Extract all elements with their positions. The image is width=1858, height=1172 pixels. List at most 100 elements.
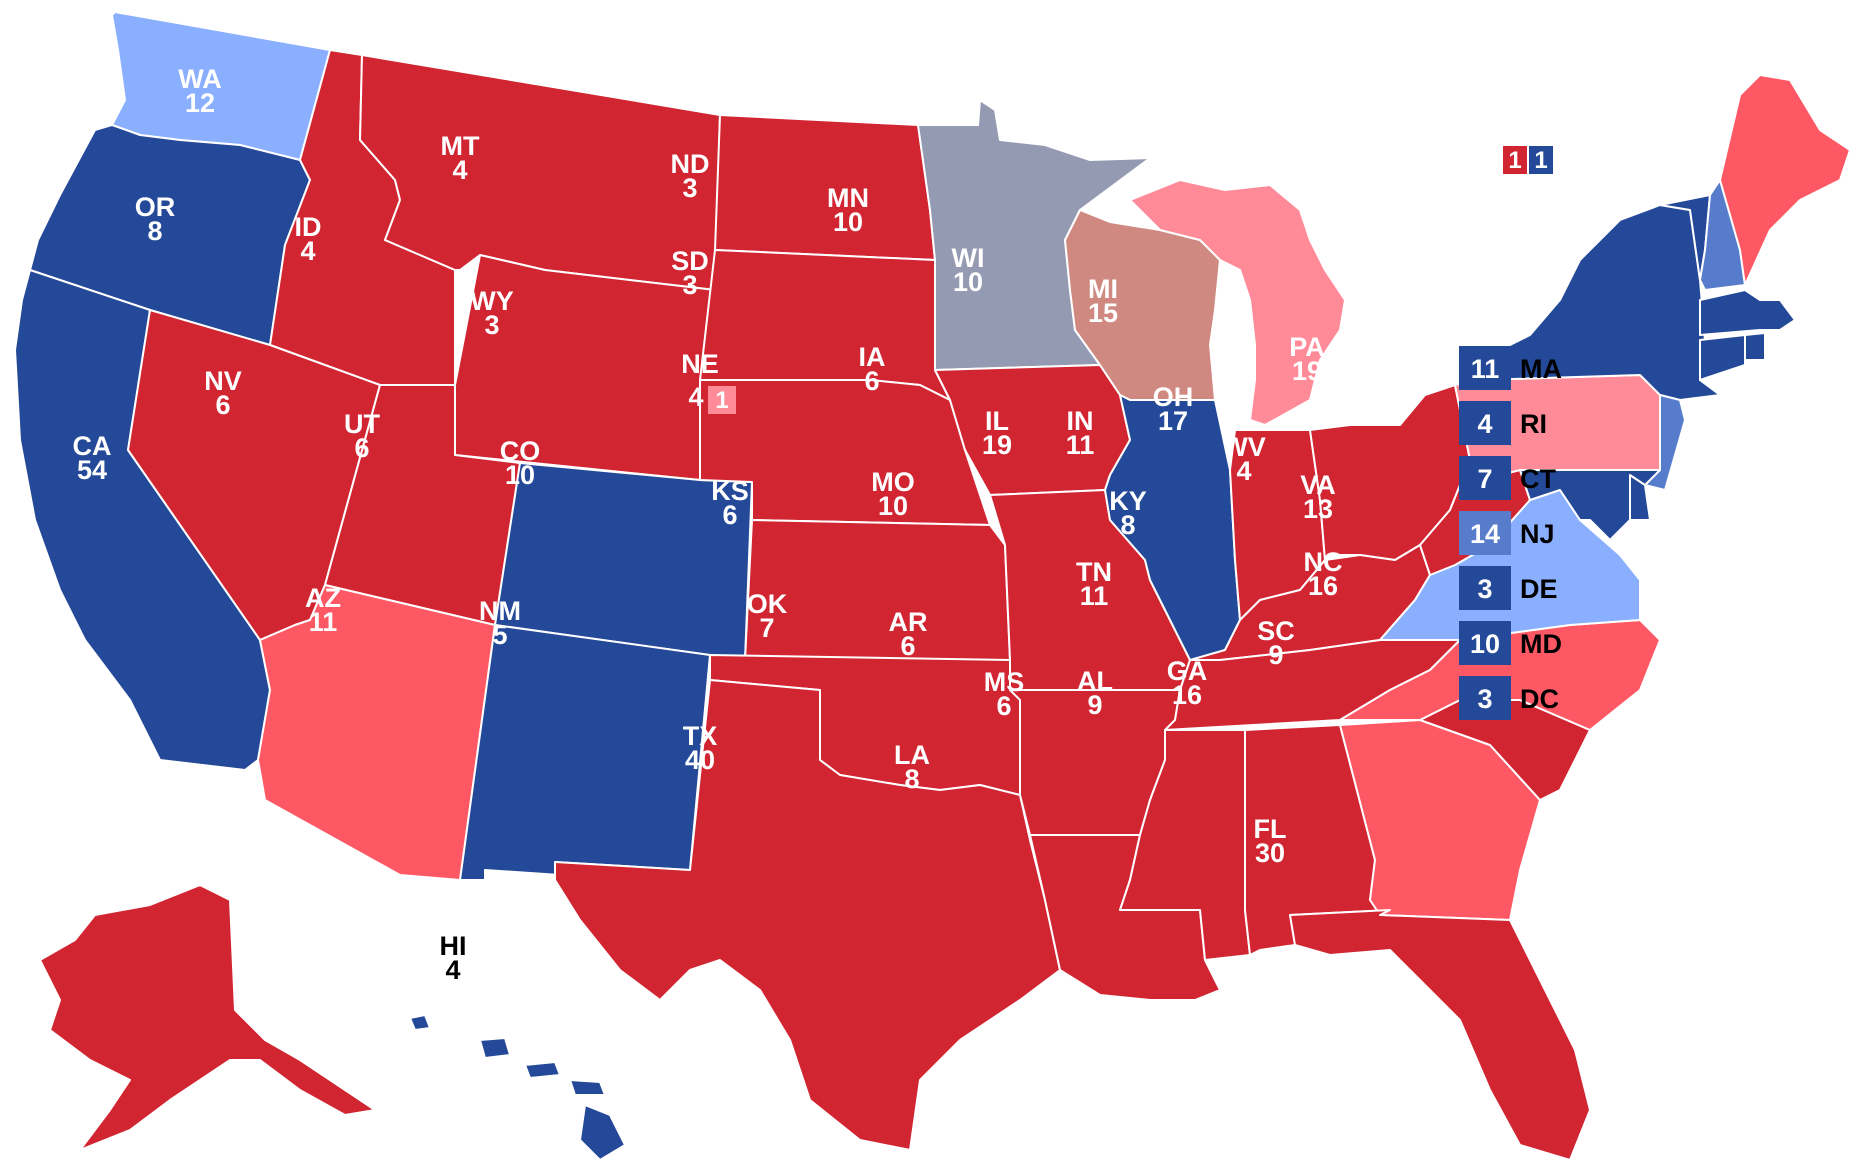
state-WI[interactable] bbox=[1064, 209, 1221, 401]
label-mo-abbr: MO bbox=[871, 467, 915, 497]
label-vt-ev: 3 bbox=[1415, 235, 1430, 265]
label-nd-ev: 3 bbox=[682, 173, 697, 203]
legend-item-de[interactable]: 3 DE bbox=[1459, 566, 1558, 610]
label-ca-ev: 54 bbox=[77, 455, 107, 485]
legend-abbr-ri: RI bbox=[1520, 409, 1547, 439]
label-la-abbr: LA bbox=[894, 740, 930, 770]
state-NY[interactable] bbox=[1479, 204, 1721, 401]
legend-box-ma[interactable] bbox=[1459, 346, 1511, 390]
state-SD[interactable] bbox=[699, 249, 951, 401]
label-az-abbr: AZ bbox=[305, 583, 341, 613]
label-id-ev: 4 bbox=[300, 236, 315, 266]
legend-box-dc[interactable] bbox=[1459, 676, 1511, 720]
label-ok-ev: 7 bbox=[759, 613, 774, 643]
legend-item-md[interactable]: 10 MD bbox=[1459, 621, 1562, 665]
label-ga-ev: 16 bbox=[1172, 680, 1202, 710]
label-tn-abbr: TN bbox=[1076, 557, 1112, 587]
label-ar-abbr: AR bbox=[889, 607, 928, 637]
legend-box-md[interactable] bbox=[1459, 621, 1511, 665]
label-nh-abbr: NH bbox=[1436, 214, 1475, 244]
label-va-abbr: VA bbox=[1300, 470, 1336, 500]
label-ks-ev: 6 bbox=[722, 500, 737, 530]
label-wv-ev: 4 bbox=[1236, 456, 1251, 486]
state-CT[interactable] bbox=[1699, 334, 1746, 381]
label-ca-abbr: CA bbox=[73, 431, 112, 461]
legend-item-dc[interactable]: 3 DC bbox=[1459, 676, 1559, 720]
state-ND[interactable] bbox=[714, 114, 936, 261]
legend-box-de[interactable] bbox=[1459, 566, 1511, 610]
label-fl-ev: 30 bbox=[1255, 838, 1285, 868]
label-pa-abbr: PA bbox=[1289, 332, 1325, 362]
state-labels: WA12OR8CA54ID4NV6MT4WY3UT6AZ11CO10NM5ND3… bbox=[73, 64, 1553, 985]
state-HI[interactable] bbox=[409, 1014, 626, 1161]
label-sc-abbr: SC bbox=[1257, 616, 1295, 646]
state-RI[interactable] bbox=[1744, 332, 1766, 361]
label-oh-ev: 17 bbox=[1158, 406, 1188, 436]
label-al-ev: 9 bbox=[1087, 690, 1102, 720]
label-wy-ev: 3 bbox=[484, 310, 499, 340]
legend-item-ct[interactable]: 7 CT bbox=[1459, 456, 1556, 500]
legend-item-ri[interactable]: 4 RI bbox=[1459, 401, 1547, 445]
me-district2-box[interactable] bbox=[1529, 146, 1553, 174]
ne-district-box[interactable] bbox=[708, 386, 736, 414]
label-ny-abbr: NY bbox=[1347, 242, 1385, 272]
label-ok-abbr: OK bbox=[747, 589, 788, 619]
label-ne-ev: 4 bbox=[688, 382, 703, 412]
label-co-abbr: CO bbox=[500, 436, 541, 466]
label-hi-ev: 4 bbox=[445, 955, 460, 985]
state-TX[interactable] bbox=[554, 679, 1061, 1151]
ne-district-ev: 1 bbox=[715, 387, 728, 414]
state-NE[interactable] bbox=[699, 379, 991, 526]
legend-ev-ma: 11 bbox=[1471, 354, 1500, 384]
legend-item-nj[interactable]: 14 NJ bbox=[1459, 511, 1555, 555]
label-me-ev: 2 bbox=[1481, 143, 1496, 173]
legend-box-ct[interactable] bbox=[1459, 456, 1511, 500]
label-wi-abbr: WI bbox=[952, 243, 985, 273]
label-wa-abbr: WA bbox=[178, 64, 222, 94]
label-me-abbr: ME bbox=[1474, 108, 1515, 138]
label-tx-ev: 40 bbox=[685, 745, 715, 775]
label-vt-abbr: VT bbox=[1406, 211, 1441, 241]
label-ak-ev: 3 bbox=[150, 826, 165, 856]
legend-ev-dc: 3 bbox=[1477, 684, 1492, 714]
state-ME[interactable] bbox=[1719, 74, 1851, 286]
me-district1-ev: 1 bbox=[1508, 147, 1521, 174]
label-ia-abbr: IA bbox=[859, 342, 886, 372]
legend-abbr-nj: NJ bbox=[1520, 519, 1555, 549]
state-AK[interactable] bbox=[39, 884, 376, 1151]
label-id-abbr: ID bbox=[295, 212, 322, 242]
label-hi-abbr: HI bbox=[440, 931, 467, 961]
legend-box-nj[interactable] bbox=[1459, 511, 1511, 555]
legend-abbr-dc: DC bbox=[1520, 684, 1559, 714]
label-ia-ev: 6 bbox=[864, 366, 879, 396]
label-nm-ev: 5 bbox=[492, 620, 507, 650]
state-MD[interactable] bbox=[1519, 469, 1661, 541]
label-va-ev: 13 bbox=[1303, 494, 1333, 524]
label-wy-abbr: WY bbox=[470, 286, 514, 316]
label-mn-abbr: MN bbox=[827, 183, 869, 213]
legend-box-ri[interactable] bbox=[1459, 401, 1511, 445]
label-wa-ev: 12 bbox=[185, 88, 215, 118]
legend-abbr-ct: CT bbox=[1520, 464, 1556, 494]
label-wv-abbr: WV bbox=[1222, 432, 1266, 462]
legend-item-ma[interactable]: 11 MA bbox=[1459, 346, 1562, 390]
state-FL[interactable] bbox=[1289, 909, 1591, 1161]
label-wi-ev: 10 bbox=[953, 267, 983, 297]
label-sc-ev: 9 bbox=[1268, 640, 1283, 670]
state-NJ[interactable] bbox=[1644, 394, 1686, 491]
label-mn-ev: 10 bbox=[833, 207, 863, 237]
label-or-abbr: OR bbox=[135, 192, 176, 222]
me-district1-box[interactable] bbox=[1503, 146, 1527, 174]
label-nc-ev: 16 bbox=[1308, 571, 1338, 601]
label-or-ev: 8 bbox=[147, 216, 162, 246]
legend-ev-nj: 14 bbox=[1470, 519, 1500, 549]
state-NM[interactable] bbox=[459, 624, 711, 881]
state-AZ[interactable] bbox=[257, 584, 496, 881]
state-MA[interactable] bbox=[1699, 289, 1796, 336]
legend-ev-md: 10 bbox=[1470, 629, 1500, 659]
legend-ev-ri: 4 bbox=[1477, 409, 1492, 439]
small-states-legend: 11 MA 4 RI 7 CT 14 NJ 3 DE 10 MD 3 DC bbox=[1459, 346, 1562, 720]
state-MI[interactable] bbox=[1129, 179, 1346, 426]
legend-abbr-ma: MA bbox=[1520, 354, 1562, 384]
